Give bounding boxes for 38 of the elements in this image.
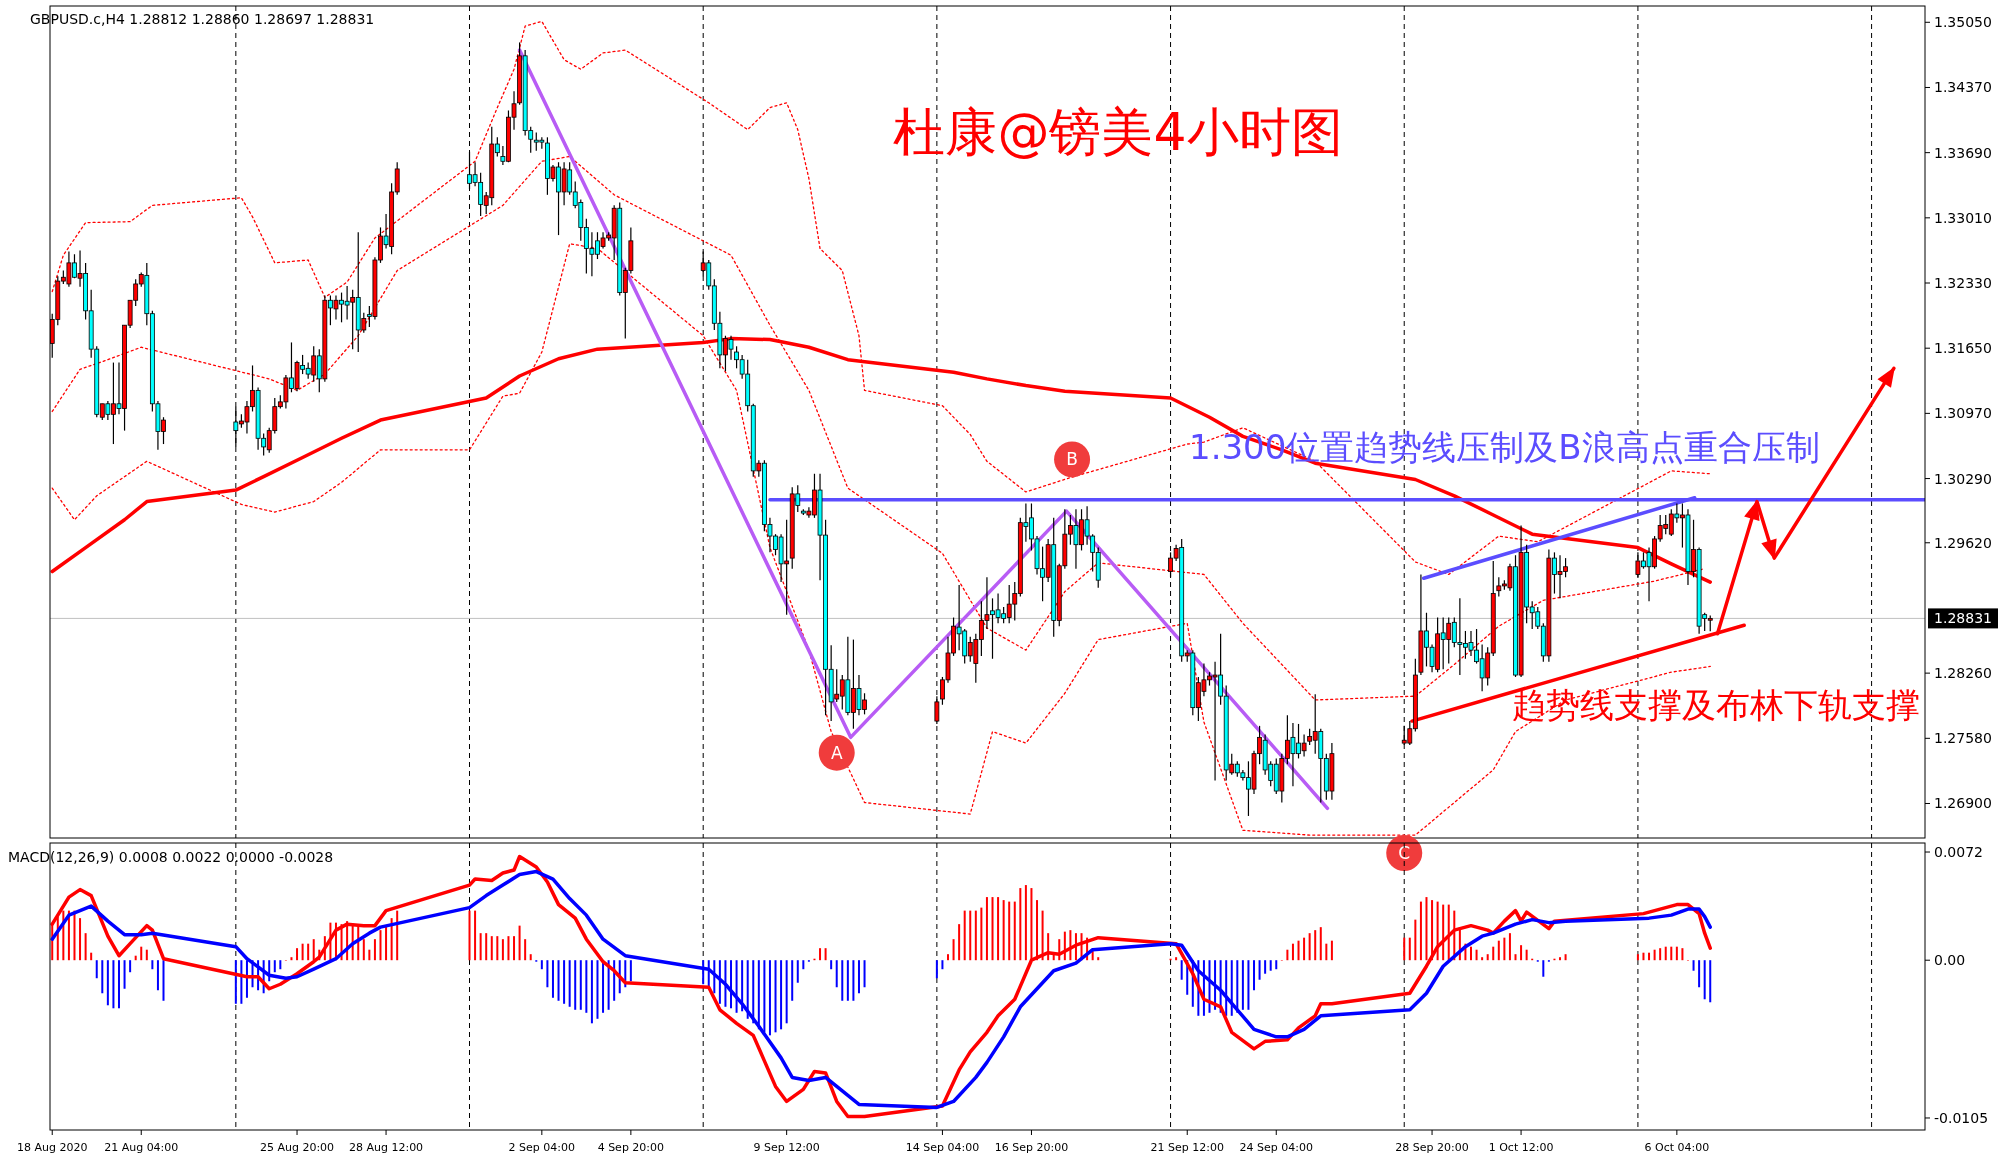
chart-title: MACD(12,26,9) 0.0008 0.0022 0.0000 -0.0028	[8, 849, 334, 865]
y-tick-label: 1.30290	[1934, 470, 1992, 487]
x-tick-label: 16 Sep 20:00	[994, 1141, 1069, 1154]
y-tick-label: 1.31650	[1934, 340, 1992, 357]
chart-title: GBPUSD.c,H4 1.28812 1.28860 1.28697 1.28831	[30, 11, 375, 27]
y-tick-label: 1.30970	[1934, 405, 1992, 422]
x-tick-label: 18 Aug 2020	[16, 1141, 88, 1154]
y-tick-label: 1.29620	[1934, 534, 1992, 551]
annotation: C	[1398, 843, 1411, 863]
annotation: 1.300位置趋势线压制及B浪高点重合压制	[1189, 426, 1820, 467]
y-tick-label: 1.32330	[1934, 275, 1992, 292]
y-tick-label: 1.27580	[1934, 730, 1992, 747]
x-tick-label: 6 Oct 04:00	[1644, 1141, 1710, 1154]
x-tick-label: 28 Sep 20:00	[1395, 1141, 1469, 1154]
y-tick-label: 0.0072	[1934, 844, 1983, 861]
x-tick-label: 1 Oct 12:00	[1488, 1141, 1554, 1154]
x-tick-label: 28 Aug 12:00	[348, 1141, 424, 1154]
y-tick-label: -0.0105	[1934, 1109, 1989, 1126]
x-tick-label: 21 Aug 04:00	[104, 1141, 179, 1154]
annotation: B	[1066, 449, 1078, 470]
annotation: A	[830, 742, 843, 763]
x-tick-label: 21 Sep 12:00	[1150, 1141, 1224, 1154]
y-tick-label: 1.28260	[1934, 665, 1992, 682]
y-tick-label: 1.33690	[1934, 144, 1992, 161]
x-tick-label: 14 Sep 04:00	[905, 1141, 980, 1154]
y-tick-label: 1.33010	[1934, 209, 1992, 226]
x-tick-label: 4 Sep 20:00	[597, 1141, 665, 1154]
y-tick-label: 0.00	[1934, 952, 1966, 969]
annotation: 趋势线支撑及布林下轨支撑	[1511, 684, 1920, 725]
x-tick-label: 25 Aug 20:00	[259, 1141, 335, 1154]
text: 杜康@镑美4小时图	[893, 102, 1343, 162]
y-tick-label: 1.26900	[1934, 795, 1992, 812]
y-tick-label: 1.35050	[1934, 14, 1992, 31]
y-tick-label: 1.34370	[1934, 79, 1992, 96]
x-tick-label: 9 Sep 12:00	[753, 1141, 820, 1154]
x-tick-label: 24 Sep 04:00	[1239, 1141, 1313, 1154]
ref-line-label: 1.28831	[1934, 610, 1992, 627]
x-tick-label: 2 Sep 04:00	[508, 1141, 576, 1154]
